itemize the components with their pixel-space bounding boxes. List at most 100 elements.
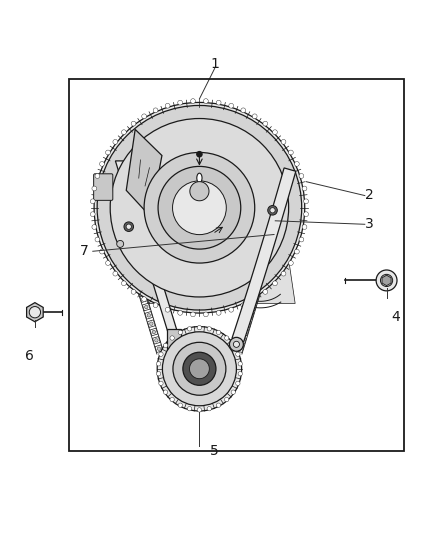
- Circle shape: [279, 214, 282, 217]
- Ellipse shape: [197, 173, 202, 183]
- Circle shape: [299, 237, 304, 242]
- Polygon shape: [126, 130, 162, 216]
- Circle shape: [252, 114, 257, 119]
- Polygon shape: [152, 336, 160, 344]
- Polygon shape: [289, 170, 297, 177]
- Circle shape: [142, 297, 145, 301]
- Polygon shape: [107, 187, 115, 194]
- Circle shape: [90, 212, 95, 216]
- Circle shape: [197, 408, 201, 412]
- Polygon shape: [251, 295, 259, 303]
- Circle shape: [157, 327, 242, 411]
- Polygon shape: [125, 245, 132, 253]
- Text: 4: 4: [391, 310, 399, 324]
- Circle shape: [216, 403, 221, 407]
- Polygon shape: [138, 287, 145, 294]
- Circle shape: [106, 261, 110, 265]
- Text: 5: 5: [210, 445, 219, 458]
- Polygon shape: [287, 179, 294, 186]
- Circle shape: [95, 237, 100, 242]
- Circle shape: [248, 313, 252, 317]
- Circle shape: [119, 222, 123, 225]
- Circle shape: [178, 330, 183, 335]
- Circle shape: [156, 372, 161, 376]
- Circle shape: [258, 280, 262, 284]
- Polygon shape: [140, 295, 148, 303]
- Circle shape: [231, 343, 236, 348]
- Polygon shape: [259, 270, 266, 278]
- Circle shape: [252, 297, 257, 302]
- Circle shape: [253, 297, 257, 301]
- Circle shape: [153, 303, 158, 308]
- Circle shape: [302, 186, 307, 191]
- Circle shape: [155, 338, 158, 342]
- Circle shape: [134, 272, 138, 276]
- Circle shape: [112, 197, 115, 200]
- Text: 2: 2: [365, 188, 374, 201]
- Circle shape: [92, 224, 97, 229]
- Polygon shape: [241, 328, 249, 336]
- Polygon shape: [115, 212, 122, 219]
- Circle shape: [158, 166, 241, 249]
- Circle shape: [165, 308, 170, 312]
- Polygon shape: [236, 345, 244, 352]
- Circle shape: [170, 336, 174, 340]
- Circle shape: [178, 100, 183, 105]
- Circle shape: [162, 332, 237, 406]
- Circle shape: [117, 240, 124, 247]
- Circle shape: [241, 108, 246, 112]
- Polygon shape: [142, 303, 150, 311]
- Circle shape: [191, 99, 195, 103]
- Circle shape: [207, 327, 212, 331]
- Polygon shape: [147, 186, 295, 303]
- Circle shape: [268, 247, 272, 251]
- Circle shape: [109, 189, 113, 192]
- Polygon shape: [105, 179, 112, 186]
- Circle shape: [187, 407, 192, 411]
- Circle shape: [114, 205, 118, 209]
- Circle shape: [99, 249, 104, 254]
- Circle shape: [170, 398, 174, 402]
- Circle shape: [207, 407, 212, 411]
- Circle shape: [178, 403, 183, 407]
- Circle shape: [157, 347, 161, 350]
- Circle shape: [124, 222, 134, 231]
- Circle shape: [110, 118, 289, 297]
- Circle shape: [131, 289, 136, 294]
- Circle shape: [95, 174, 100, 179]
- Polygon shape: [150, 328, 158, 336]
- Polygon shape: [115, 161, 179, 336]
- Circle shape: [256, 289, 259, 292]
- Circle shape: [264, 264, 267, 267]
- Polygon shape: [266, 245, 274, 253]
- Circle shape: [281, 205, 285, 209]
- Circle shape: [251, 305, 254, 309]
- Circle shape: [173, 181, 226, 235]
- Polygon shape: [110, 195, 117, 203]
- Circle shape: [272, 281, 277, 286]
- Circle shape: [216, 310, 221, 315]
- Circle shape: [137, 280, 141, 284]
- Circle shape: [152, 330, 155, 334]
- Polygon shape: [382, 275, 391, 286]
- Circle shape: [29, 306, 41, 318]
- Circle shape: [304, 212, 308, 216]
- Circle shape: [266, 255, 269, 259]
- Polygon shape: [130, 262, 138, 269]
- Circle shape: [294, 249, 299, 254]
- Text: 7: 7: [80, 244, 88, 259]
- Polygon shape: [269, 237, 277, 244]
- Circle shape: [284, 197, 287, 200]
- Circle shape: [243, 330, 247, 334]
- Circle shape: [376, 270, 397, 291]
- Polygon shape: [272, 228, 279, 236]
- Circle shape: [159, 352, 163, 357]
- Circle shape: [281, 140, 286, 144]
- Circle shape: [127, 247, 130, 251]
- Circle shape: [197, 151, 202, 157]
- Text: 6: 6: [25, 349, 34, 363]
- Circle shape: [165, 103, 170, 108]
- Text: 1: 1: [210, 57, 219, 71]
- Circle shape: [276, 222, 279, 225]
- Bar: [167, 329, 181, 353]
